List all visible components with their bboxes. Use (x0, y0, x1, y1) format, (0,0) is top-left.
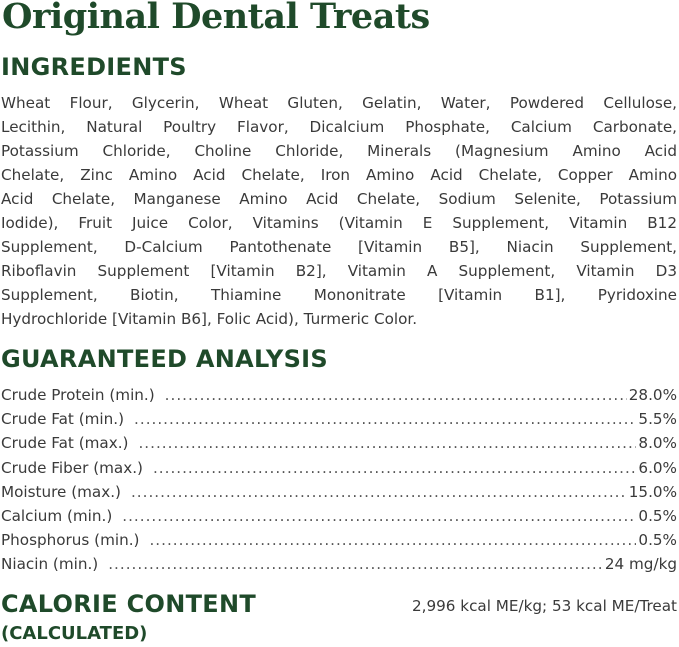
ingredients-line: Hydrochloride [Vitamin B6], Folic Acid),… (1, 310, 418, 328)
analysis-row: Crude Fat (max.) 8.0% (1, 431, 677, 455)
ingredients-line: Iodide), Fruit Juice Color, Vitamins (Vi… (1, 214, 677, 232)
analysis-value: 0.5% (638, 506, 677, 525)
dot-leader (153, 456, 636, 480)
analysis-heading: GUARANTEED ANALYSIS (1, 345, 328, 373)
ingredients-heading: INGREDIENTS (1, 53, 187, 81)
dot-leader (165, 383, 627, 407)
calorie-heading: CALORIE CONTENT (1, 590, 257, 618)
analysis-value: 5.5% (638, 410, 677, 429)
analysis-label: Crude Fat (min.) (1, 410, 125, 429)
analysis-label: Calcium (min.) (1, 506, 113, 525)
ingredients-list: Wheat Flour, Glycerin, Wheat Gluten, Gel… (1, 91, 677, 331)
analysis-row: Niacin (min.) 24 mg/kg (1, 552, 677, 576)
ingredients-line: Acid Chelate, Manganese Amino Acid Chela… (1, 190, 677, 208)
analysis-value: 28.0% (628, 386, 677, 404)
analysis-table: Crude Protein (min.) 28.0% Crude Fat (min… (1, 383, 677, 577)
analysis-value: 8.0% (638, 434, 677, 453)
ingredients-line: Chelate, Zinc Amino Acid Chelate, Iron A… (1, 166, 677, 184)
analysis-row: Crude Protein (min.) 28.0% (1, 383, 677, 407)
analysis-label: Crude Protein (min.) (1, 386, 155, 404)
ingredients-line: Supplement, D-Calcium Pantothenate [Vita… (1, 238, 677, 256)
analysis-value: 24 mg/kg (604, 555, 677, 574)
dot-leader (134, 407, 636, 431)
dot-leader (108, 552, 603, 576)
analysis-row: Calcium (min.) 0.5% (1, 504, 677, 528)
analysis-label: Crude Fiber (max.) (1, 458, 143, 477)
ingredients-line: Supplement, Biotin, Thiamine Mononitrate… (1, 286, 677, 304)
dot-leader (149, 528, 636, 552)
analysis-label: Niacin (min.) (1, 555, 99, 574)
analysis-row: Phosphorus (min.) 0.5% (1, 528, 677, 552)
ingredients-line: Potassium Chloride, Choline Chloride, Mi… (1, 142, 677, 160)
dot-leader (131, 480, 627, 504)
ingredients-line: Riboflavin Supplement [Vitamin B2], Vita… (1, 262, 677, 280)
analysis-label: Moisture (max.) (1, 482, 121, 501)
product-title: Original Dental Treats (2, 0, 430, 37)
ingredients-line: Wheat Flour, Glycerin, Wheat Gluten, Gel… (1, 94, 677, 112)
analysis-value: 15.0% (628, 482, 677, 501)
analysis-row: Crude Fiber (max.) 6.0% (1, 456, 677, 480)
dot-leader (138, 431, 636, 455)
calorie-value: 2,996 kcal ME/kg; 53 kcal ME/Treat (411, 597, 677, 615)
analysis-row: Crude Fat (min.) 5.5% (1, 407, 677, 431)
ingredients-line: Lecithin, Natural Poultry Flavor, Dicalc… (1, 118, 677, 136)
calorie-subheading: (CALCULATED) (1, 623, 148, 644)
analysis-label: Crude Fat (max.) (1, 434, 129, 453)
analysis-value: 6.0% (638, 458, 677, 477)
analysis-label: Phosphorus (min.) (1, 531, 140, 550)
analysis-value: 0.5% (638, 531, 677, 550)
dot-leader (122, 504, 636, 528)
analysis-row: Moisture (max.) 15.0% (1, 480, 677, 504)
